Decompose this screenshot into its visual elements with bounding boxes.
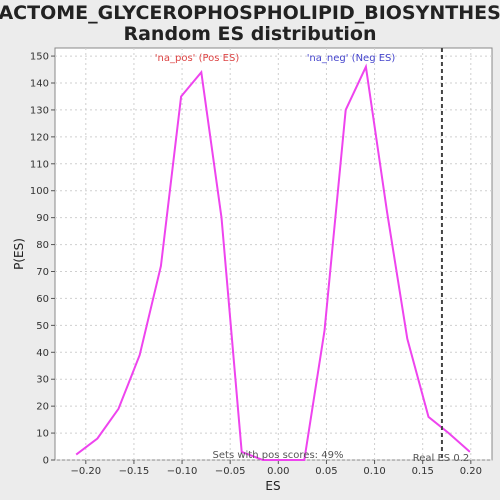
- y-tick-label: 110: [30, 159, 49, 170]
- y-tick-label: 0: [43, 456, 49, 467]
- y-tick-label: 120: [30, 132, 49, 143]
- y-tick-label: 130: [30, 105, 49, 116]
- y-tick-label: 20: [36, 402, 49, 413]
- pos-es-label: 'na_pos' (Pos ES): [155, 53, 240, 64]
- y-tick-label: 40: [36, 348, 49, 359]
- y-tick-label: 70: [36, 267, 49, 278]
- x-axis: −0.20 −0.15 −0.10 −0.05 0.00 0.05 0.10 0.15 0.20: [70, 460, 482, 477]
- x-tick-label: −0.05: [215, 466, 246, 477]
- real-es-label: Real ES 0.2: [413, 453, 469, 464]
- y-tick-label: 60: [36, 294, 49, 305]
- grid-lines: [55, 48, 492, 461]
- y-tick-label: 90: [36, 213, 49, 224]
- x-tick-label: −0.15: [119, 466, 150, 477]
- y-axis: 0 10 20 30 40 50 60 70 80 90 100 110 120 130 140 150: [30, 52, 55, 467]
- chart-title-line2: Random ES distribution: [123, 23, 376, 45]
- y-tick-label: 50: [36, 321, 49, 332]
- neg-es-label: 'na_neg' (Neg ES): [307, 53, 396, 64]
- x-tick-label: 0.20: [460, 466, 482, 477]
- y-tick-label: 10: [36, 429, 49, 440]
- y-axis-label: P(ES): [12, 238, 26, 270]
- x-tick-label: 0.00: [267, 466, 289, 477]
- x-tick-label: 0.05: [315, 466, 337, 477]
- y-tick-label: 30: [36, 375, 49, 386]
- y-tick-label: 150: [30, 52, 49, 63]
- chart-title-line1: REACTOME_GLYCEROPHOSPHOLIPID_BIOSYNTHESI…: [0, 2, 500, 24]
- plot-area: [54, 47, 493, 461]
- series-line-es-distribution: [75, 63, 471, 461]
- x-tick-label: 0.15: [412, 466, 434, 477]
- sets-pos-scores-label: Sets with pos scores: 49%: [213, 450, 344, 461]
- y-tick-label: 140: [30, 79, 49, 90]
- y-tick-label: 100: [30, 186, 49, 197]
- x-tick-label: −0.10: [167, 466, 198, 477]
- y-tick-label: 80: [36, 240, 49, 251]
- x-tick-label: −0.20: [70, 466, 101, 477]
- x-axis-label: ES: [265, 479, 280, 493]
- x-tick-label: 0.10: [363, 466, 385, 477]
